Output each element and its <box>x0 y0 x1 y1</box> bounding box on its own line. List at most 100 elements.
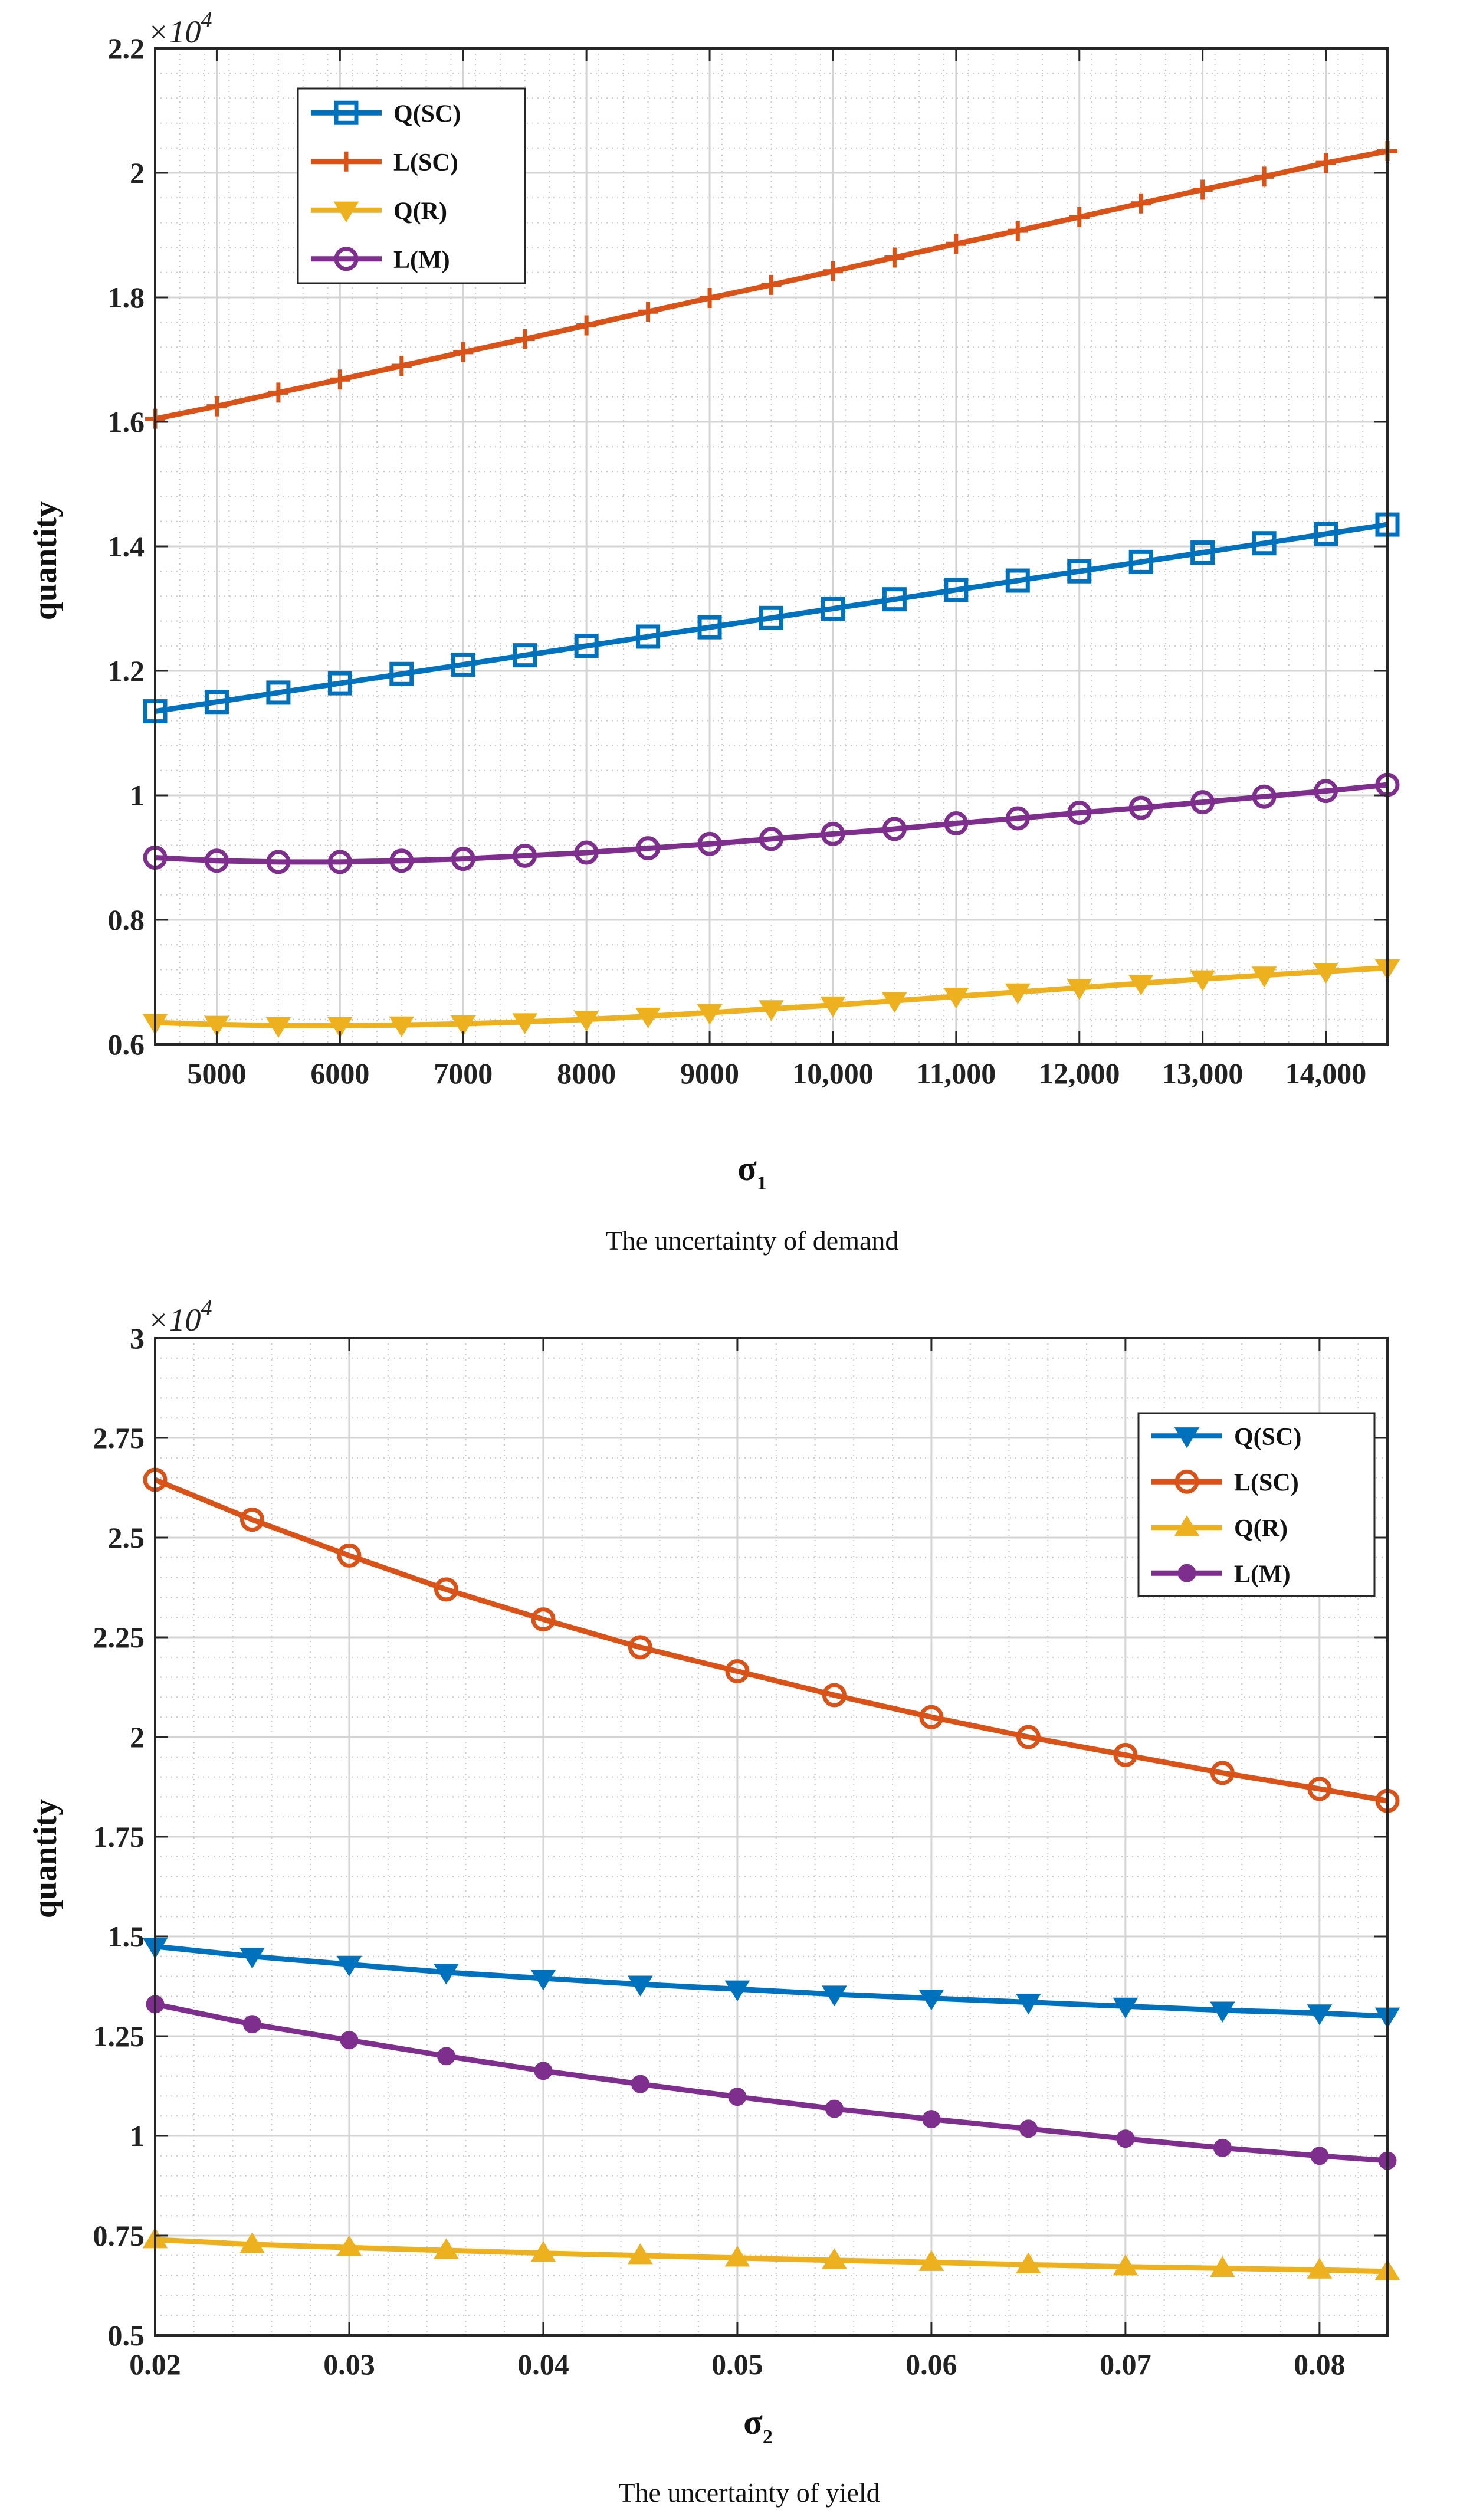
data-point-Q(SC) <box>636 624 661 649</box>
legend-entry-Q(SC): Q(SC) <box>311 100 461 127</box>
data-point-Q(R) <box>1313 962 1338 984</box>
data-point-Q(R) <box>450 1015 476 1036</box>
data-point-Q(R) <box>882 992 907 1013</box>
x-tick-label: 0.02 <box>129 2348 181 2381</box>
data-point-Q(R) <box>822 2248 847 2269</box>
data-point-Q(R) <box>1128 975 1154 996</box>
data-point-L(M) <box>243 2015 261 2034</box>
series-line-Q(SC) <box>155 1944 1388 2019</box>
y-tick-label: 1.4 <box>108 530 145 563</box>
data-point-L(SC) <box>1069 207 1090 227</box>
legend-entry-Q(SC): Q(SC) <box>1151 1424 1301 1451</box>
data-point-Q(SC) <box>821 597 845 621</box>
data-point-L(M) <box>728 2088 747 2106</box>
y-tick-label: 2 <box>130 1721 145 1754</box>
data-point-Q(SC) <box>389 661 414 686</box>
data-point-L(M) <box>1116 2129 1135 2148</box>
data-point-L(M) <box>944 811 969 835</box>
data-point-L(M) <box>513 843 537 868</box>
data-point-Q(R) <box>530 2241 556 2262</box>
data-point-Q(SC) <box>628 1975 653 1997</box>
series-line-L(M) <box>155 2001 1388 2164</box>
legend-entry-L(SC): L(SC) <box>311 149 458 176</box>
data-point-L(M) <box>389 848 414 873</box>
chart-1-series-L(M) <box>143 772 1400 874</box>
data-point-Q(SC) <box>204 690 229 715</box>
data-point-L(SC) <box>337 1543 362 1568</box>
data-point-L(SC) <box>576 315 597 336</box>
legend-entry-L(M): L(M) <box>311 247 450 274</box>
data-point-L(M) <box>1252 784 1277 809</box>
y-tick-label: 2.75 <box>93 1421 145 1454</box>
data-point-L(M) <box>697 831 722 856</box>
data-point-Q(R) <box>918 2250 944 2271</box>
y-tick-label: 1 <box>130 2119 145 2152</box>
data-point-L(SC) <box>330 369 350 390</box>
data-point-L(SC) <box>268 382 288 403</box>
data-point-L(M) <box>1067 801 1092 825</box>
legend-box <box>1137 1412 1376 1597</box>
data-point-Q(R) <box>1016 2252 1041 2273</box>
data-point-L(SC) <box>434 1577 458 1602</box>
x-tick-label: 8000 <box>557 1057 616 1090</box>
data-point-L(SC) <box>1254 166 1275 187</box>
legend-marker <box>1174 1469 1199 1494</box>
chart-1-ticks: 5000 6000 7000 8000 9000 10,000 11,000 12,000 13… <box>108 32 1387 1090</box>
chart-1-caption: The uncertainty of demand <box>606 1225 899 1256</box>
data-point-L(M) <box>574 840 599 865</box>
data-point-Q(SC) <box>1252 531 1277 556</box>
y-tick-label: 2.25 <box>93 1621 145 1654</box>
data-point-L(M) <box>534 2062 553 2080</box>
chart-2: quantity ×104 σ2 The uncertainty of yiel… <box>27 1296 880 2508</box>
data-point-L(SC) <box>453 342 474 362</box>
data-point-Q(SC) <box>759 605 783 630</box>
x-tick-label: 0.06 <box>905 2348 957 2381</box>
chart-2-xlabel: σ2 <box>743 2403 773 2448</box>
x-tick-label: 11,000 <box>916 1057 996 1090</box>
data-point-Q(R) <box>239 2232 265 2253</box>
data-point-Q(R) <box>1067 979 1092 1000</box>
data-point-L(SC) <box>514 329 535 349</box>
data-point-L(SC) <box>725 1659 750 1683</box>
data-point-L(M) <box>631 2075 649 2093</box>
data-point-Q(SC) <box>1113 1997 1139 2018</box>
data-point-Q(R) <box>1307 2257 1333 2279</box>
chart-2-y-multiplier: ×104 <box>147 1296 212 1338</box>
data-point-Q(R) <box>724 2246 750 2267</box>
legend-entry-Q(R): Q(R) <box>1151 1515 1288 1542</box>
data-point-L(SC) <box>239 1508 264 1532</box>
data-point-L(SC) <box>1315 153 1336 173</box>
data-point-Q(SC) <box>1067 559 1092 584</box>
data-point-Q(R) <box>434 2238 459 2259</box>
y-tick-label: 1.8 <box>108 281 145 314</box>
legend-entry-Q(R): Q(R) <box>311 198 447 225</box>
legend-entry-L(M): L(M) <box>1151 1561 1291 1588</box>
data-point-Q(SC) <box>1210 2001 1235 2023</box>
x-tick-label: 0.04 <box>517 2348 569 2381</box>
data-point-Q(SC) <box>918 1990 944 2011</box>
chart-1-series-Q(R) <box>142 959 1400 1038</box>
data-point-L(SC) <box>628 1635 652 1660</box>
y-tick-label: 1.2 <box>108 654 145 687</box>
data-point-Q(SC) <box>1190 540 1215 565</box>
data-point-Q(R) <box>573 1011 599 1032</box>
chart-2-series-Q(R) <box>142 2227 1400 2280</box>
x-tick-label: 7000 <box>434 1057 493 1090</box>
x-tick-label: 0.03 <box>323 2348 375 2381</box>
legend-marker <box>1174 1427 1200 1449</box>
chart-1-xlabel: σ1 <box>737 1149 767 1194</box>
legend-entry-L(SC): L(SC) <box>1151 1469 1299 1496</box>
data-point-Q(R) <box>943 988 969 1009</box>
y-tick-label: 1.25 <box>93 2020 145 2053</box>
data-point-Q(SC) <box>1128 549 1153 574</box>
x-tick-label: 0.05 <box>711 2348 763 2381</box>
y-tick-label: 1 <box>130 779 145 812</box>
data-point-L(SC) <box>1131 193 1151 214</box>
y-tick-label: 1.5 <box>108 1920 145 1953</box>
data-point-Q(R) <box>265 1017 291 1038</box>
data-point-Q(SC) <box>1005 568 1030 593</box>
data-point-Q(SC) <box>1314 522 1338 546</box>
legend-label: L(M) <box>393 247 450 274</box>
data-point-L(M) <box>1213 2138 1232 2157</box>
legend-label: Q(SC) <box>1234 1424 1301 1451</box>
